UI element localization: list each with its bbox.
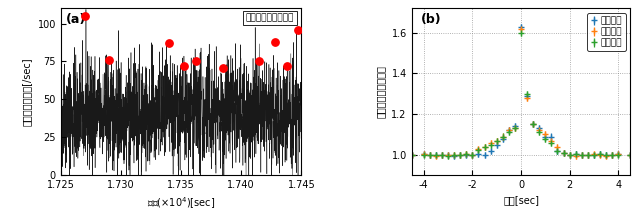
Point bbox=[191, 60, 201, 63]
Point bbox=[292, 28, 303, 31]
Point bbox=[104, 58, 114, 62]
Point bbox=[282, 64, 292, 68]
X-axis label: 時間[sec]: 時間[sec] bbox=[503, 196, 539, 206]
Point bbox=[270, 40, 280, 43]
Point bbox=[254, 60, 264, 63]
Y-axis label: 規格化された明るさ: 規格化された明るさ bbox=[376, 65, 386, 118]
Legend: 検出器１, 検出器２, 検出器３: 検出器１, 検出器２, 検出器３ bbox=[588, 13, 626, 51]
Text: (b): (b) bbox=[420, 14, 441, 26]
Text: 検出器２＋検出器３: 検出器２＋検出器３ bbox=[246, 14, 294, 22]
X-axis label: 時間(×10$^4$)[sec]: 時間(×10$^4$)[sec] bbox=[147, 196, 215, 211]
Point bbox=[80, 14, 90, 18]
Point bbox=[179, 64, 189, 68]
Point bbox=[164, 42, 174, 45]
Y-axis label: カウントレート[/sec]: カウントレート[/sec] bbox=[22, 57, 32, 126]
Text: (a): (a) bbox=[66, 14, 86, 26]
Point bbox=[218, 66, 228, 69]
